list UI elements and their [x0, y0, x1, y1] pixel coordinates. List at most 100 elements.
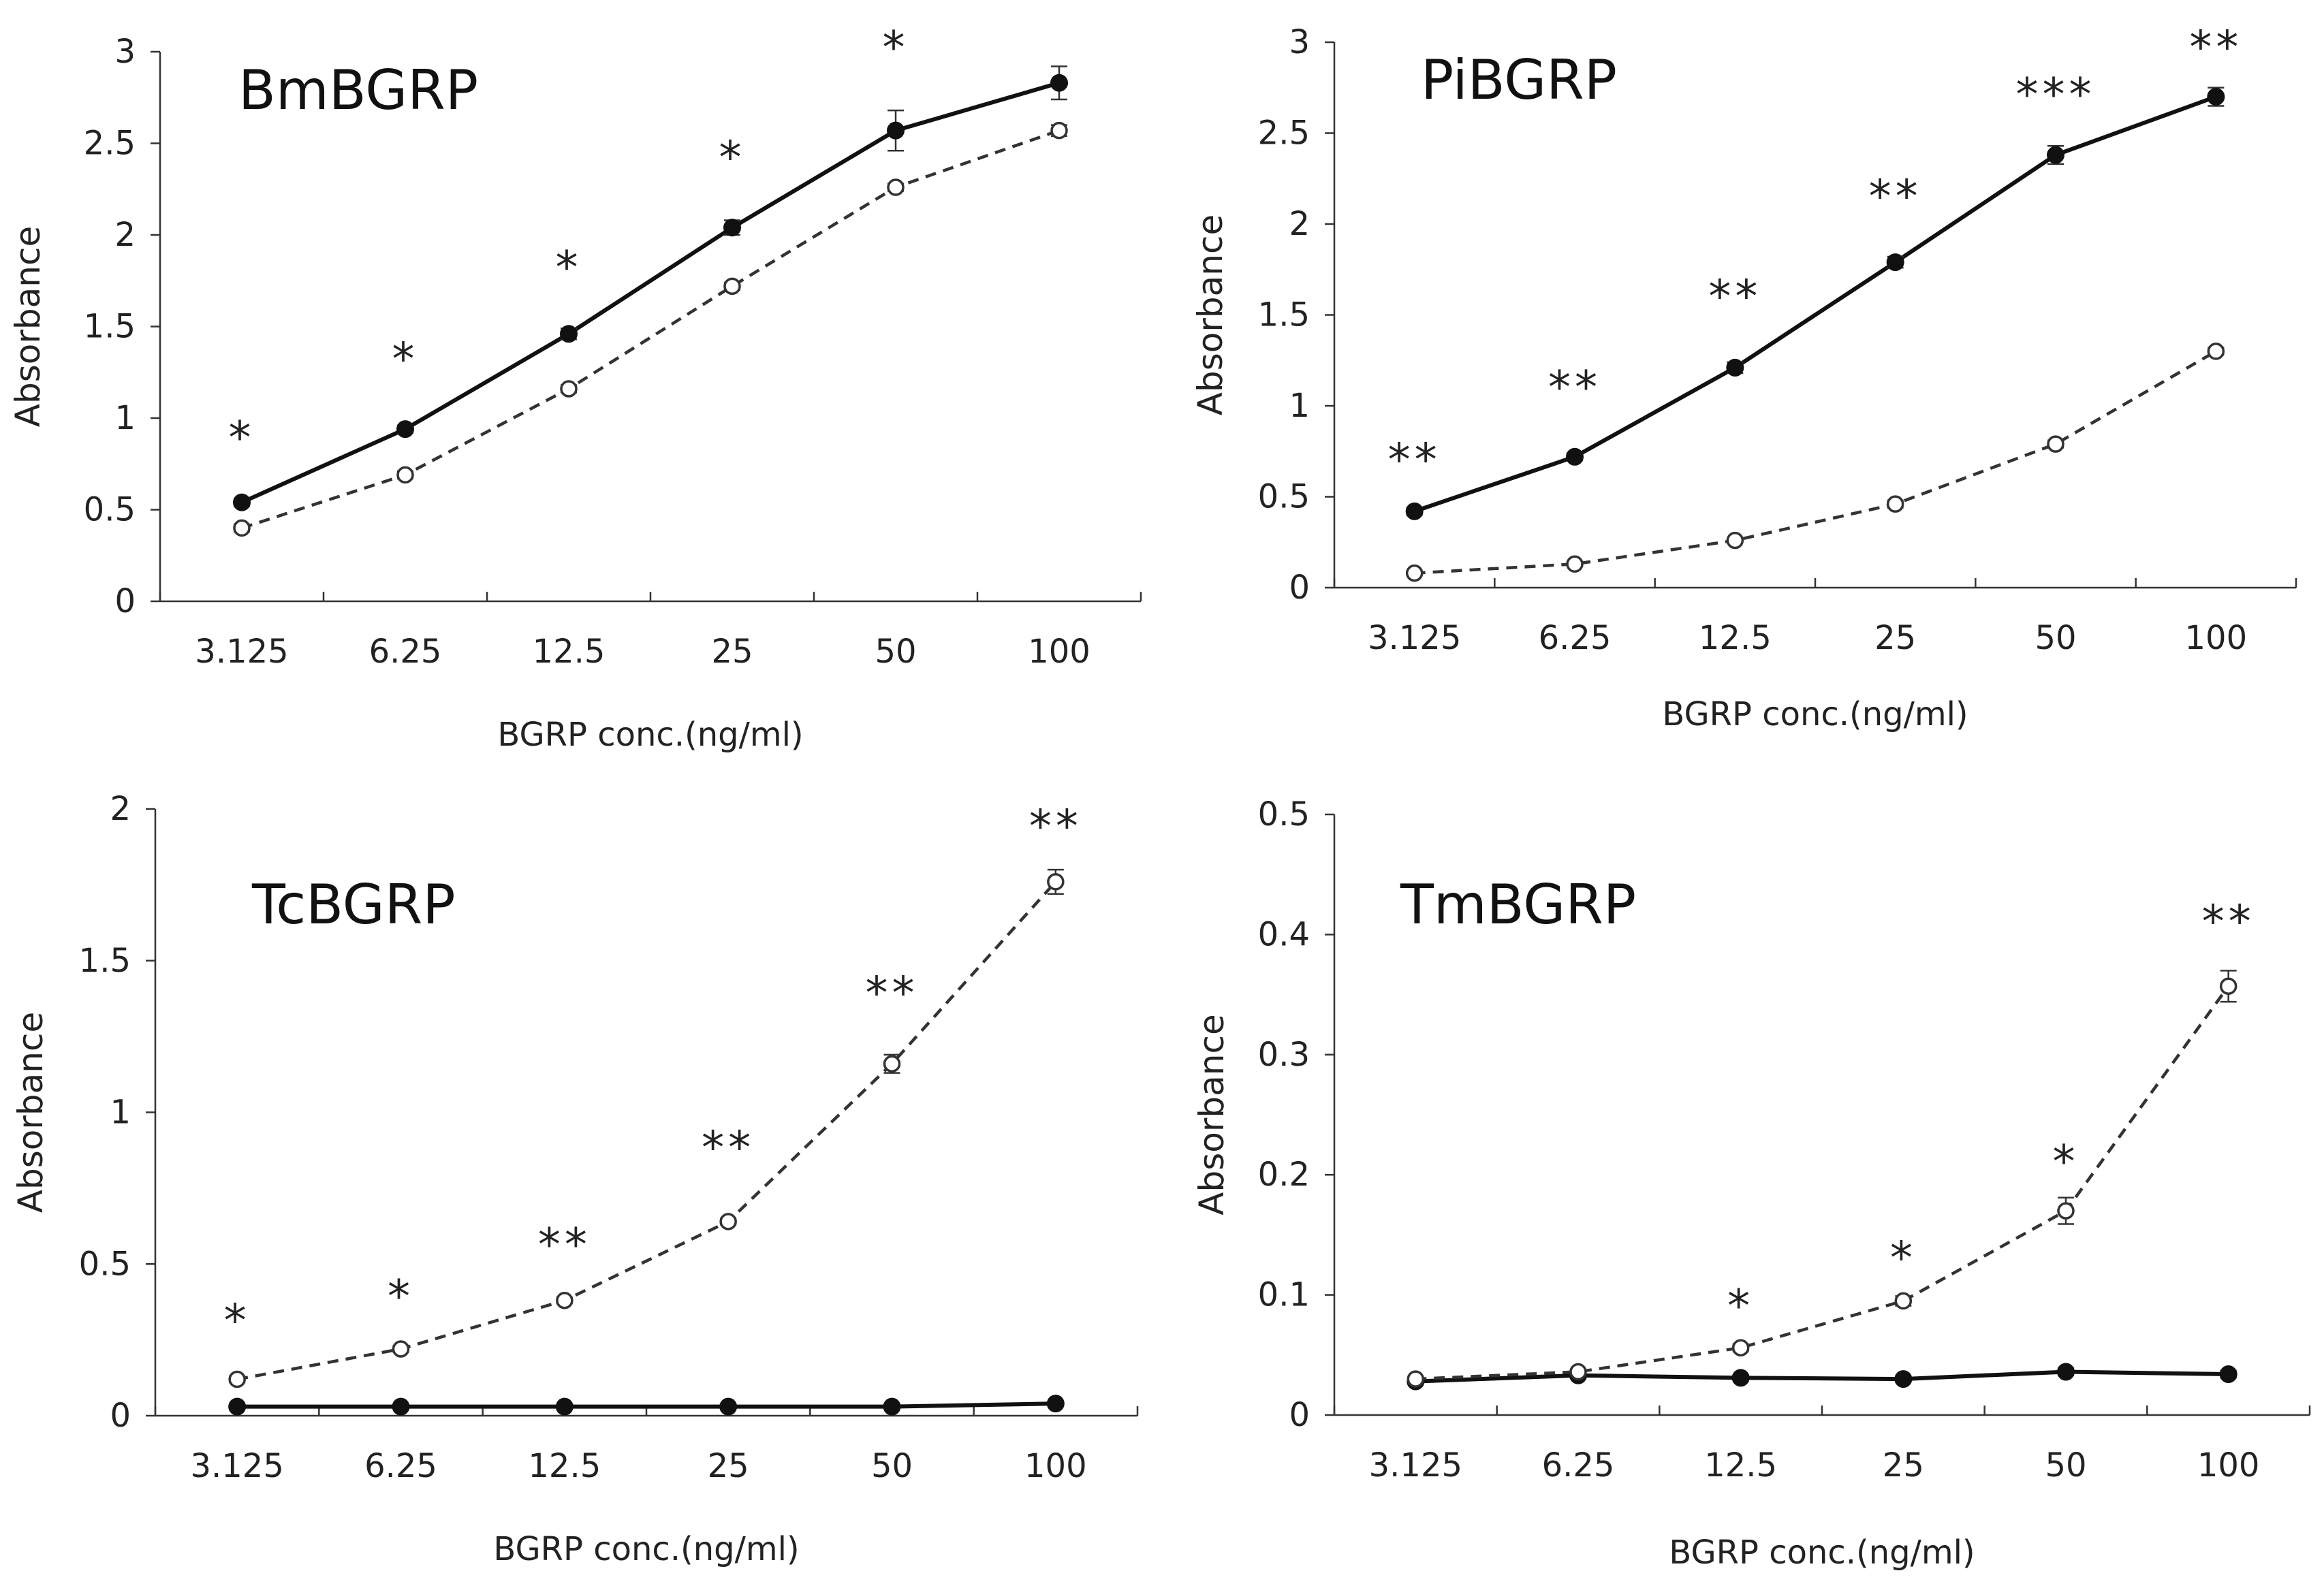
x-tick-label: 12.5: [1699, 619, 1772, 657]
data-point-open: [560, 380, 578, 398]
y-tick-label: 1.5: [1258, 296, 1310, 334]
y-tick-label: 0.5: [84, 491, 136, 529]
data-point-filled: [1726, 358, 1744, 377]
significance-marker: *: [2053, 1136, 2079, 1188]
x-tick-label: 25: [708, 1447, 749, 1485]
significance-marker: *: [388, 1270, 414, 1322]
data-point-filled: [1566, 447, 1584, 466]
y-tick-label: 2.5: [84, 125, 136, 163]
data-point-open: [1731, 1339, 1750, 1356]
data-point-open: [887, 178, 905, 196]
data-point-filled: [2057, 1363, 2075, 1381]
significance-marker: **: [1029, 800, 1082, 853]
x-axis-label: BGRP conc.(ng/ml): [1662, 695, 1968, 733]
panel-title: TmBGRP: [1400, 873, 1636, 936]
data-point-open: [396, 466, 414, 484]
chart-panel-tcbgrp: 0 0.5 1 1.5 2 3.125 6.25 12.5 25 50 100 BGRP conc.(…: [11, 790, 1139, 1568]
x-tick-label: 25: [1874, 619, 1916, 657]
data-point-filled: [233, 493, 251, 511]
data-point-open: [1407, 1370, 1425, 1388]
y-tick-label: 0.5: [1258, 478, 1310, 516]
data-point-filled: [887, 121, 905, 140]
x-tick-label: 50: [2045, 1446, 2086, 1484]
significance-marker: **: [2202, 895, 2255, 948]
data-point-open: [2057, 1202, 2075, 1220]
x-tick-label: 50: [871, 1447, 913, 1485]
x-tick-label: 50: [875, 633, 916, 671]
data-point-filled: [719, 1397, 738, 1416]
x-tick-label: 6.25: [1539, 619, 1612, 657]
y-tick-label: 0.5: [79, 1245, 131, 1283]
significance-marker: **: [1869, 170, 1922, 223]
series-line-solid: [1415, 1369, 2229, 1384]
data-point-filled: [1886, 253, 1904, 272]
data-point-filled: [2047, 146, 2064, 164]
data-point-open: [1050, 121, 1068, 140]
x-tick-label: 100: [2197, 1446, 2260, 1484]
y-tick-label: 0.4: [1258, 915, 1310, 953]
significance-marker: **: [2189, 21, 2242, 74]
data-point-open: [1047, 873, 1065, 891]
data-point-filled: [392, 1397, 410, 1416]
y-axis-label: Absorbance: [11, 1012, 50, 1213]
panel-title: PiBGRP: [1421, 48, 1617, 112]
data-point-filled: [1405, 502, 1424, 520]
y-axis-label: Absorbance: [1192, 1014, 1231, 1215]
series-line-solid: [240, 80, 1060, 505]
data-point-filled: [228, 1397, 247, 1416]
x-axis-label: BGRP conc.(ng/ml): [497, 716, 803, 754]
series-line-solid: [1413, 95, 2217, 513]
data-point-filled: [723, 219, 741, 237]
significance-marker: **: [702, 1122, 755, 1174]
data-point-filled: [1731, 1369, 1750, 1387]
significance-marker: *: [719, 131, 746, 184]
x-tick-label: 6.25: [1542, 1446, 1615, 1484]
y-tick-label: 3: [114, 33, 136, 71]
data-point-open: [228, 1370, 246, 1388]
x-tick-label: 3.125: [195, 633, 288, 671]
significance-marker: **: [1548, 361, 1601, 413]
x-tick-label: 6.25: [369, 633, 442, 671]
x-tick-label: 12.5: [528, 1447, 601, 1485]
y-tick-label: 0: [110, 1397, 131, 1435]
data-point-open: [719, 1213, 737, 1230]
data-point-open: [2207, 343, 2225, 360]
x-axis-label: BGRP conc.(ng/ml): [1669, 1534, 1975, 1572]
data-point-filled: [1894, 1370, 1913, 1388]
y-axis-label: Absorbance: [1191, 215, 1230, 415]
y-tick-label: 0.5: [1258, 795, 1310, 833]
y-tick-label: 0.3: [1258, 1036, 1310, 1074]
series-line-dashed: [236, 880, 1057, 1381]
y-tick-label: 0: [1289, 1396, 1310, 1434]
y-tick-label: 0.1: [1258, 1276, 1310, 1314]
x-tick-label: 25: [1883, 1446, 1924, 1484]
significance-marker: *: [556, 241, 582, 293]
y-tick-label: 0: [114, 582, 136, 620]
series-line-solid: [237, 1401, 1056, 1409]
data-point-filled: [1046, 1395, 1065, 1413]
data-point-filled: [2207, 88, 2225, 106]
chart-panel-pibgrp: 0 0.5 1 1.5 2 2.5 3 3.125 6.25 12.5 25 50 100 BGRP co…: [1191, 21, 2297, 733]
x-tick-label: 100: [2185, 619, 2248, 657]
y-tick-label: 1: [114, 399, 136, 437]
x-tick-label: 12.5: [1704, 1446, 1777, 1484]
x-tick-label: 3.125: [1369, 1446, 1462, 1484]
x-tick-label: 6.25: [364, 1447, 437, 1485]
y-tick-label: 0: [1289, 569, 1310, 607]
data-point-filled: [1050, 74, 1068, 92]
series-line-dashed: [1414, 349, 2217, 575]
significance-marker: *: [1890, 1232, 1917, 1284]
significance-marker: *: [392, 333, 419, 385]
x-tick-label: 50: [2035, 619, 2076, 657]
significance-marker: **: [538, 1219, 591, 1271]
x-tick-label: 3.125: [1368, 619, 1461, 657]
significance-marker: *: [1727, 1280, 1754, 1332]
series-line-dashed: [1415, 985, 2230, 1381]
data-point-filled: [883, 1397, 901, 1416]
data-point-open: [392, 1340, 410, 1358]
y-tick-label: 2: [110, 790, 131, 828]
data-point-filled: [2219, 1365, 2237, 1384]
significance-marker: *: [883, 22, 909, 74]
data-point-open: [233, 519, 251, 537]
panel-title: TcBGRP: [251, 873, 456, 936]
